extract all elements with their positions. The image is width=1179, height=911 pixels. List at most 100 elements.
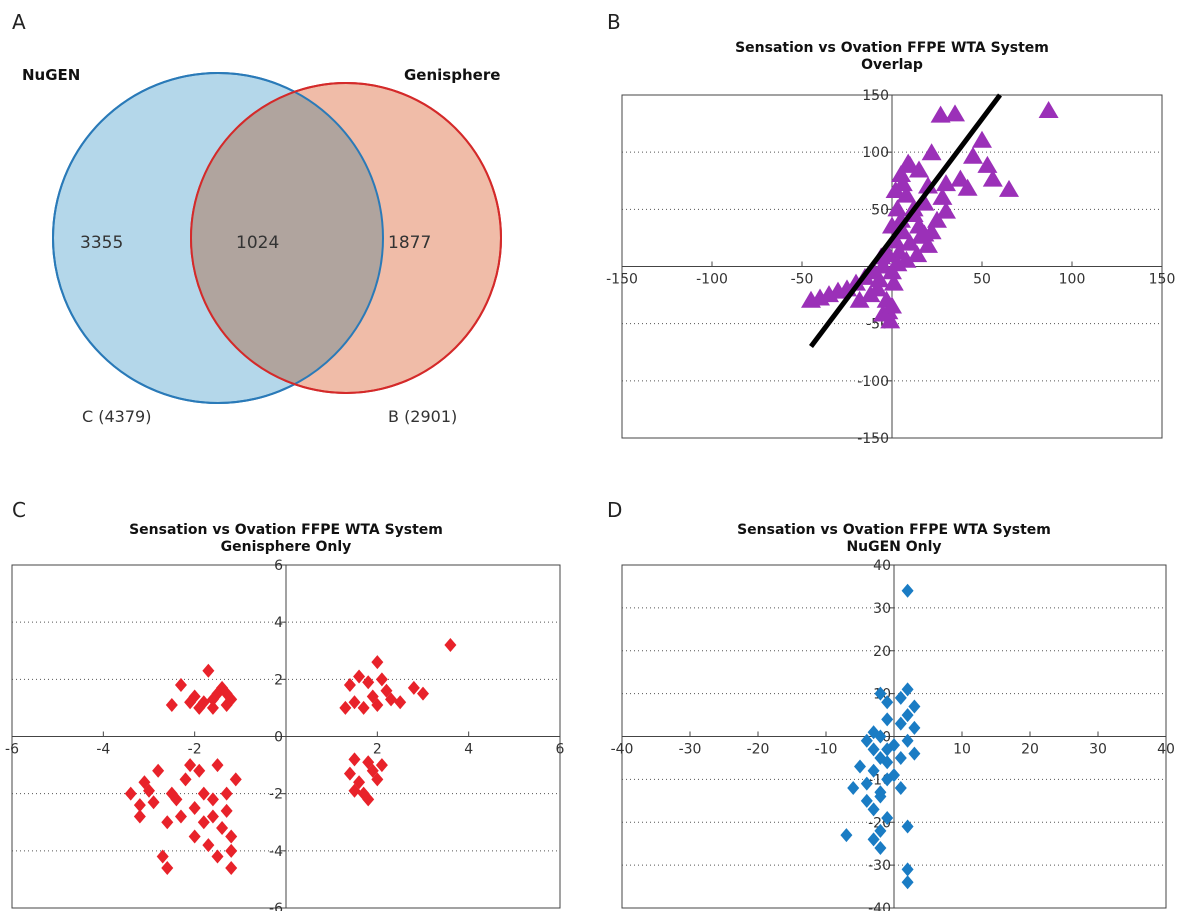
chart-d-data-point: [847, 780, 860, 795]
chart-c-x-tick-label: 2: [373, 742, 382, 758]
chart-b-x-tick-label: -100: [696, 272, 728, 288]
chart-c-data-point: [174, 809, 187, 824]
chart-b-y-tick-label: 150: [862, 88, 889, 104]
chart-c-data-point: [380, 683, 393, 698]
chart-b-data-point: [910, 226, 931, 244]
chart-b-data-point: [957, 178, 978, 196]
chart-c-data-point: [407, 680, 420, 695]
chart-d-title-line1: Sensation vs Ovation FFPE WTA System: [737, 522, 1051, 538]
chart-c-data-point: [147, 795, 160, 810]
chart-d-x-tick-label: -20: [747, 742, 770, 758]
chart-c-data-point: [124, 786, 137, 801]
chart-d-data-point: [888, 768, 900, 783]
venn-right-title: Genisphere: [404, 66, 501, 84]
chart-c-x-tick-label: -4: [96, 742, 110, 758]
panel-letter-c: C: [12, 498, 26, 522]
chart-b-data-point: [977, 155, 998, 173]
chart-b-x-tick-label: -50: [791, 272, 814, 288]
chart-d-data-point: [881, 755, 894, 770]
panel-letter-d: D: [607, 498, 623, 522]
chart-b-data-point: [883, 273, 904, 291]
chart-d-data-point: [860, 776, 873, 791]
chart-c-data-point: [353, 669, 366, 684]
chart-c-y-tick-label: 6: [274, 558, 283, 574]
chart-c-data-point: [225, 843, 238, 858]
chart-d-data-point: [908, 746, 921, 761]
chart-d-data-point: [908, 699, 921, 714]
chart-c-data-point: [362, 675, 375, 690]
chart-c-data-point: [174, 678, 187, 693]
chart-c-data-point: [193, 763, 206, 778]
panel-letter-a: A: [12, 10, 26, 34]
chart-d-y-tick-label: -30: [868, 858, 891, 874]
chart-c-y-tick-label: 2: [274, 672, 283, 688]
chart-c-x-tick-label: -2: [188, 742, 202, 758]
chart-c-data-point: [156, 849, 169, 864]
chart-c-data-point: [197, 786, 210, 801]
chart-c-y-tick-label: 0: [274, 730, 283, 746]
venn-left-set-label: C (4379): [82, 407, 152, 426]
chart-c-title-line1: Sensation vs Ovation FFPE WTA System: [129, 522, 443, 538]
chart-b-data-point: [887, 199, 908, 217]
chart-d-data-point: [894, 780, 907, 795]
chart-d-data-point: [901, 862, 914, 877]
chart-c-data-point: [216, 820, 229, 835]
chart-b-data-point: [930, 105, 951, 123]
chart-b-data-point: [891, 165, 911, 183]
chart-d-data-point: [901, 682, 914, 697]
chart-d-data-point: [840, 828, 853, 843]
chart-c-data-point: [165, 698, 178, 713]
chart-d-data-point: [860, 733, 873, 748]
chart-b-data-point: [918, 176, 938, 194]
venn-right-only-count: 1877: [388, 233, 432, 253]
chart-c-data-point: [188, 800, 201, 815]
chart-c-data-point: [220, 803, 233, 818]
chart-b-x-tick-label: 150: [1149, 272, 1176, 288]
chart-b-title-line2: Overlap: [861, 57, 923, 73]
chart-d-data-point: [894, 750, 907, 765]
chart-b-x-tick-label: 50: [973, 272, 991, 288]
chart-b-title-line1: Sensation vs Ovation FFPE WTA System: [735, 40, 1049, 56]
chart-d-y-tick-label: 20: [873, 644, 891, 660]
chart-b-y-tick-label: 50: [871, 202, 889, 218]
chart-b-trendline: [809, 93, 1002, 349]
chart-d-data-point: [894, 690, 907, 705]
chart-b-data-point: [882, 296, 902, 314]
chart-d-y-tick-label: 30: [873, 601, 891, 617]
chart-d-data-point: [867, 763, 880, 778]
chart-d-data-point: [854, 759, 866, 774]
chart-d-x-tick-label: 10: [953, 742, 971, 758]
chart-c-data-point: [394, 695, 407, 710]
chart-d-title: Sensation vs Ovation FFPE WTA System NuG…: [622, 522, 1166, 556]
chart-c-data-point: [161, 860, 174, 875]
chart-c-data-point: [211, 758, 224, 773]
chart-d-data-point: [881, 810, 894, 825]
chart-b-data-point: [1038, 101, 1059, 119]
chart-c-data-point: [357, 700, 370, 715]
chart-b-data-point: [801, 290, 821, 308]
chart-b-data-point: [921, 143, 942, 161]
chart-d-data-point: [874, 840, 887, 855]
venn-overlap-region: [191, 83, 383, 393]
chart-b-x-tick-label: -150: [606, 272, 638, 288]
chart-c-data-point: [366, 763, 379, 778]
chart-c-data-point: [133, 809, 146, 824]
chart-d-x-tick-label: 30: [1089, 742, 1107, 758]
chart-b-data-point: [982, 169, 1003, 187]
chart-c-data-point: [444, 638, 457, 653]
venn-left-title: NuGEN: [22, 66, 81, 84]
chart-d-data-point: [901, 733, 914, 748]
chart-c-data-point: [197, 815, 210, 830]
chart-b-y-tick-label: 100: [862, 145, 889, 161]
chart-c-data-point: [206, 792, 219, 807]
chart-c-data-point: [375, 672, 388, 687]
chart-b-data-point: [918, 235, 938, 253]
chart-c-data-point: [206, 700, 219, 715]
chart-d-data-point: [874, 750, 887, 765]
chart-d-data-point: [860, 793, 873, 808]
chart-c-data-point: [206, 692, 219, 707]
panel-letter-b: B: [607, 10, 621, 34]
chart-d-data-point: [901, 875, 914, 890]
chart-c-data-point: [152, 763, 165, 778]
